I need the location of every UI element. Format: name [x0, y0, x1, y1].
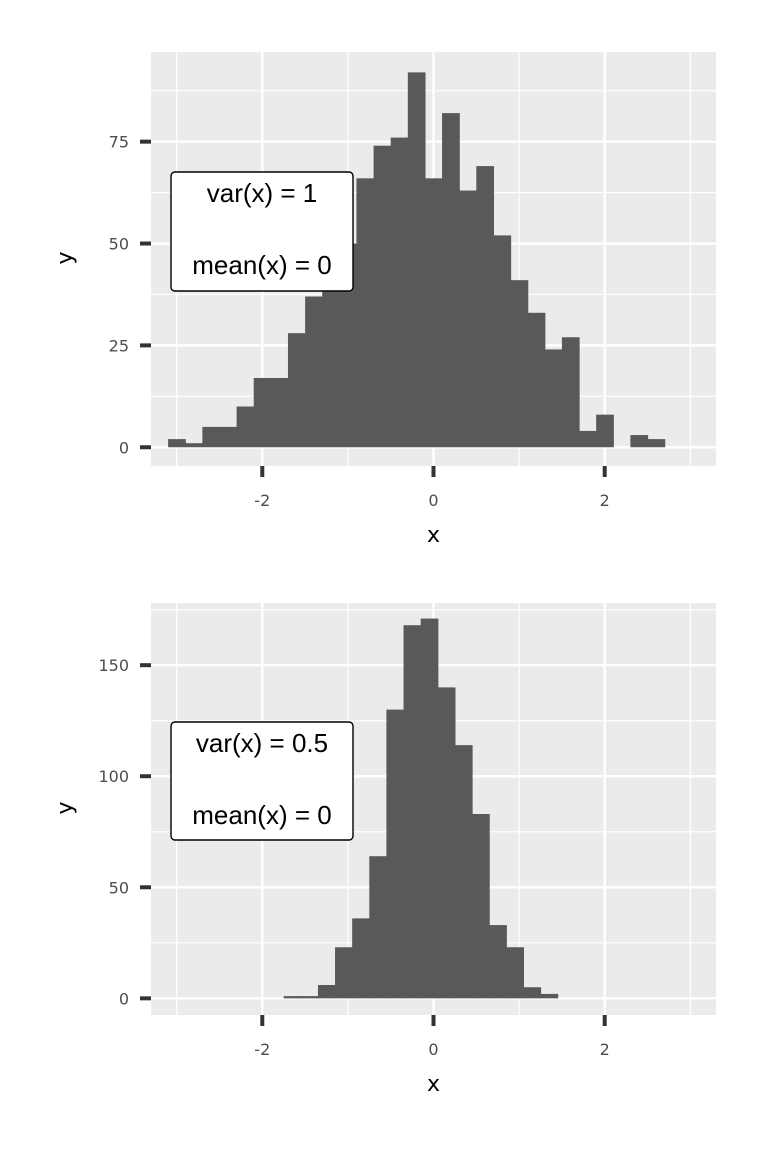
- histogram-bar: [493, 235, 512, 448]
- y-tick-label: 0: [119, 989, 129, 1008]
- y-tick-label: 50: [109, 878, 129, 897]
- histogram-bar: [489, 925, 507, 999]
- histogram-bar: [630, 435, 649, 448]
- histogram-bar: [219, 426, 238, 448]
- histogram-bar: [506, 947, 524, 999]
- x-axis-title: x: [427, 523, 440, 548]
- histogram-bar: [540, 993, 559, 999]
- chart-var-0-5: -2 0 2 0 50 100 150 x y var(x) = 0.5 mean(x) = 0: [53, 603, 716, 1097]
- histogram-bar: [407, 72, 426, 448]
- x-tick-label: 0: [428, 1040, 438, 1059]
- x-tick-label: 0: [428, 491, 438, 510]
- histogram-bar: [424, 178, 443, 448]
- histogram-bar: [476, 166, 495, 448]
- x-tick-label: 2: [600, 491, 610, 510]
- histogram-bar: [300, 996, 319, 999]
- histogram-bar: [168, 439, 186, 448]
- histogram-bar: [472, 813, 490, 999]
- histogram-bar: [185, 443, 203, 448]
- annotation-mean: mean(x) = 0: [192, 800, 331, 830]
- histogram-bar: [390, 137, 409, 448]
- histogram-bar: [510, 280, 529, 448]
- annotation-variance: var(x) = 1: [207, 178, 318, 208]
- histogram-bar: [287, 333, 306, 448]
- y-tick-label: 100: [98, 767, 129, 786]
- histogram-bar: [386, 709, 405, 999]
- x-tick-label: -2: [254, 1040, 270, 1059]
- y-axis-title: y: [53, 801, 78, 814]
- histogram-bar: [596, 414, 614, 448]
- histogram-bar: [352, 918, 370, 999]
- histogram-bar: [270, 377, 289, 448]
- histogram-bar: [335, 947, 353, 999]
- histogram-bar: [356, 178, 375, 448]
- y-tick-label: 50: [109, 235, 129, 254]
- histogram-bar: [454, 745, 473, 999]
- histogram-bar: [283, 996, 302, 999]
- y-tick-label: 150: [98, 656, 129, 675]
- histogram-bar: [322, 280, 340, 448]
- x-tick-label: -2: [254, 491, 270, 510]
- histogram-bar: [647, 439, 666, 448]
- y-tick-label: 75: [109, 133, 129, 152]
- y-tick-label: 0: [119, 438, 129, 457]
- annotation-box: [170, 721, 354, 841]
- histogram-bar: [369, 856, 388, 999]
- y-tick-label: 25: [109, 336, 129, 355]
- y-axis-title: y: [53, 251, 78, 264]
- chart-var-1: -2 0 2 0 25 50 75 x y var(x) = 1 mean(x) = 0: [53, 52, 716, 548]
- histogram-bar: [403, 625, 422, 999]
- annotation-mean: mean(x) = 0: [192, 250, 331, 280]
- x-tick-label: 2: [600, 1040, 610, 1059]
- histogram-bar: [253, 377, 272, 448]
- annotation-box: [170, 171, 354, 292]
- histogram-bar: [459, 190, 477, 448]
- histogram-bar: [561, 337, 580, 448]
- histogram-bar: [437, 687, 456, 999]
- histogram-bar: [579, 430, 597, 448]
- histogram-bar: [339, 243, 358, 448]
- annotation-variance: var(x) = 0.5: [196, 728, 328, 758]
- histogram-bar: [442, 113, 460, 448]
- histogram-bar: [527, 312, 546, 448]
- histogram-bar: [544, 349, 563, 448]
- histogram-bar: [236, 406, 255, 448]
- x-axis-title: x: [427, 1072, 440, 1097]
- annotation-label: var(x) = 1 mean(x) = 0: [170, 171, 354, 292]
- histogram-bar: [305, 296, 323, 448]
- histogram-bar: [317, 985, 336, 999]
- histogram-bar: [202, 426, 221, 448]
- histogram-bar: [523, 987, 542, 999]
- annotation-label: var(x) = 0.5 mean(x) = 0: [170, 721, 354, 841]
- histogram-bar: [373, 145, 392, 448]
- histogram-bar: [420, 618, 439, 999]
